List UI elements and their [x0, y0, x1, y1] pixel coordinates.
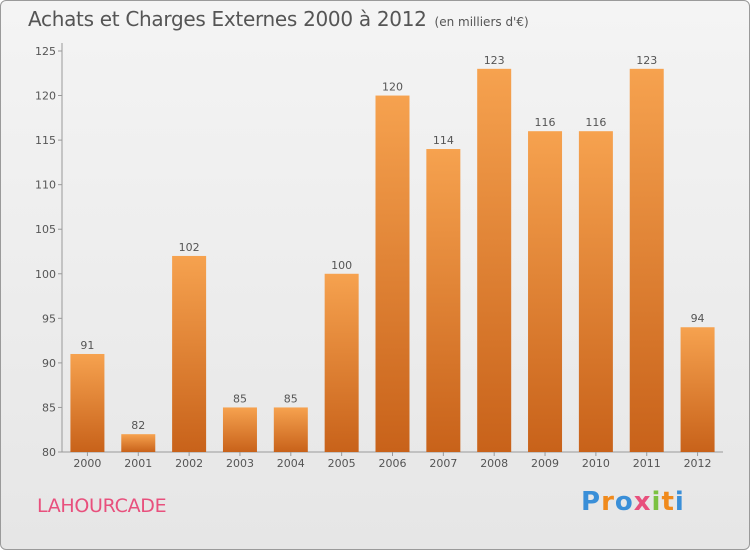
data-label: 123 — [636, 54, 657, 67]
bar — [426, 149, 461, 452]
x-tick-label: 2012 — [684, 457, 712, 470]
data-label: 85 — [284, 392, 298, 405]
data-label: 116 — [535, 116, 556, 129]
logo-letter: i — [674, 487, 685, 517]
bar — [629, 68, 664, 453]
x-tick-label: 2011 — [633, 457, 661, 470]
bar — [121, 434, 156, 452]
chart-title: Achats et Charges Externes 2000 à 2012 (e… — [28, 7, 529, 31]
axes: 80 85 90 95 100 105 110 115 120 125 2000 2001 2002 20… — [35, 43, 723, 470]
x-tick-label: 2007 — [429, 457, 457, 470]
bars — [70, 68, 715, 453]
bar — [528, 131, 563, 452]
proxiti-logo: Proxiti — [581, 487, 685, 517]
logo-letter: P — [581, 487, 602, 517]
data-label: 100 — [331, 259, 352, 272]
data-label: 85 — [233, 392, 247, 405]
bar — [578, 131, 613, 452]
y-tick-label: 100 — [35, 268, 56, 281]
y-tick-label: 95 — [42, 312, 56, 325]
bar — [680, 327, 715, 452]
y-tick-label: 80 — [42, 446, 56, 459]
x-tick-label: 2003 — [226, 457, 254, 470]
data-label: 82 — [131, 419, 145, 432]
x-tick-label: 2000 — [73, 457, 101, 470]
x-tick-label: 2008 — [480, 457, 508, 470]
bar — [172, 255, 207, 452]
data-label: 102 — [179, 241, 200, 254]
x-tick-label: 2009 — [531, 457, 559, 470]
x-tick-label: 2005 — [328, 457, 356, 470]
y-tick-label: 125 — [35, 45, 56, 58]
data-label: 120 — [382, 81, 403, 94]
x-tick-label: 2001 — [124, 457, 152, 470]
logo-letter: t — [661, 487, 675, 517]
y-tick-label: 105 — [35, 223, 56, 236]
bar — [222, 407, 257, 452]
data-label: 116 — [585, 116, 606, 129]
title-main: Achats et Charges Externes 2000 à 2012 — [28, 7, 427, 31]
data-label: 123 — [484, 54, 505, 67]
bar — [70, 353, 105, 452]
bar — [477, 68, 512, 453]
y-tick-label: 85 — [42, 401, 56, 414]
bar — [273, 407, 308, 452]
logo-letter: r — [601, 487, 615, 517]
title-unit: (en milliers d'€) — [434, 15, 529, 29]
x-tick-label: 2010 — [582, 457, 610, 470]
commune-name: LAHOURCADE — [37, 495, 167, 517]
y-tick-label: 115 — [35, 134, 56, 147]
x-tick-label: 2002 — [175, 457, 203, 470]
logo-letter: i — [651, 487, 662, 517]
data-label: 114 — [433, 134, 454, 147]
data-labels: 91 82 102 85 85 100 120 114 123 116 116 123 94 — [80, 54, 704, 432]
data-label: 91 — [80, 339, 94, 352]
y-tick-label: 120 — [35, 90, 56, 103]
x-tick-label: 2004 — [277, 457, 305, 470]
y-tick-label: 90 — [42, 357, 56, 370]
data-label: 94 — [691, 312, 705, 325]
y-tick-label: 110 — [35, 179, 56, 192]
logo-letter: x — [633, 487, 652, 517]
bar — [375, 95, 410, 453]
bar — [324, 273, 359, 452]
x-tick-label: 2006 — [379, 457, 407, 470]
logo-letter: o — [614, 487, 634, 517]
